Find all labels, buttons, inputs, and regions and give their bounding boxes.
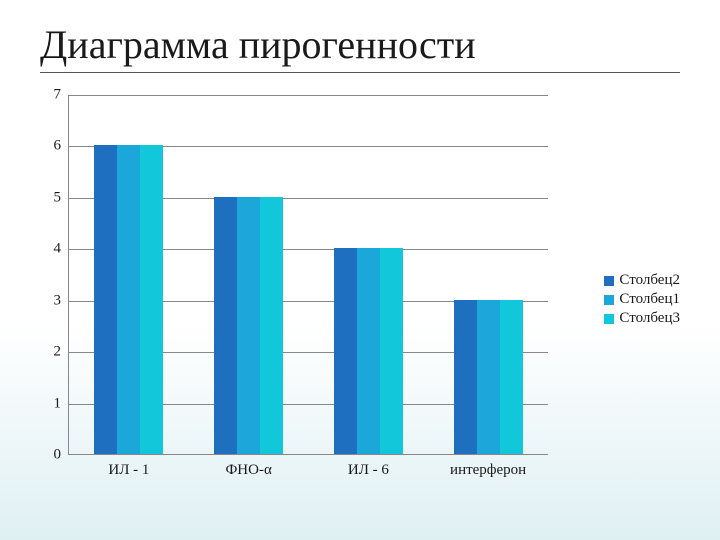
bar [117, 145, 140, 454]
bar-group [214, 197, 283, 454]
y-tick-label: 1 [54, 395, 62, 412]
legend-swatch-icon [604, 276, 614, 286]
x-tick-label: ИЛ - 1 [108, 462, 149, 479]
legend-label: Столбец3 [619, 310, 680, 327]
y-tick-label: 6 [54, 138, 62, 155]
bar [94, 145, 117, 454]
bar [214, 197, 237, 454]
bar-group [454, 300, 523, 454]
slide: Диаграмма пирогенности 01234567ИЛ - 1ФНО… [0, 0, 720, 540]
chart-plot: 01234567ИЛ - 1ФНО-αИЛ - 6интерферон [68, 95, 548, 455]
y-tick-label: 7 [54, 87, 62, 104]
legend-item: Столбец3 [604, 310, 680, 327]
legend-item: Столбец2 [604, 272, 680, 289]
bar [140, 145, 163, 454]
x-tick-label: интерферон [450, 462, 526, 479]
x-tick-label: ФНО-α [225, 462, 271, 479]
y-tick-label: 3 [54, 292, 62, 309]
legend-label: Столбец1 [619, 291, 680, 308]
chart-legend: Столбец2 Столбец1 Столбец3 [604, 272, 680, 329]
bar-group [334, 248, 403, 454]
title-underline: Диаграмма пирогенности [40, 24, 680, 73]
bar [454, 300, 477, 454]
legend-label: Столбец2 [619, 272, 680, 289]
legend-swatch-icon [604, 314, 614, 324]
x-tick-label: ИЛ - 6 [348, 462, 389, 479]
bar [380, 248, 403, 454]
bar [260, 197, 283, 454]
y-tick-label: 2 [54, 344, 62, 361]
y-tick-label: 5 [54, 189, 62, 206]
bar [334, 248, 357, 454]
y-tick-label: 0 [54, 447, 62, 464]
bar [500, 300, 523, 454]
bar-group [94, 145, 163, 454]
bar [237, 197, 260, 454]
pyrogenicity-chart: 01234567ИЛ - 1ФНО-αИЛ - 6интерферон Стол… [40, 87, 680, 507]
bar [357, 248, 380, 454]
page-title: Диаграмма пирогенности [40, 24, 680, 66]
legend-swatch-icon [604, 295, 614, 305]
bar [477, 300, 500, 454]
y-tick-label: 4 [54, 241, 62, 258]
bars-layer [69, 95, 548, 454]
legend-item: Столбец1 [604, 291, 680, 308]
